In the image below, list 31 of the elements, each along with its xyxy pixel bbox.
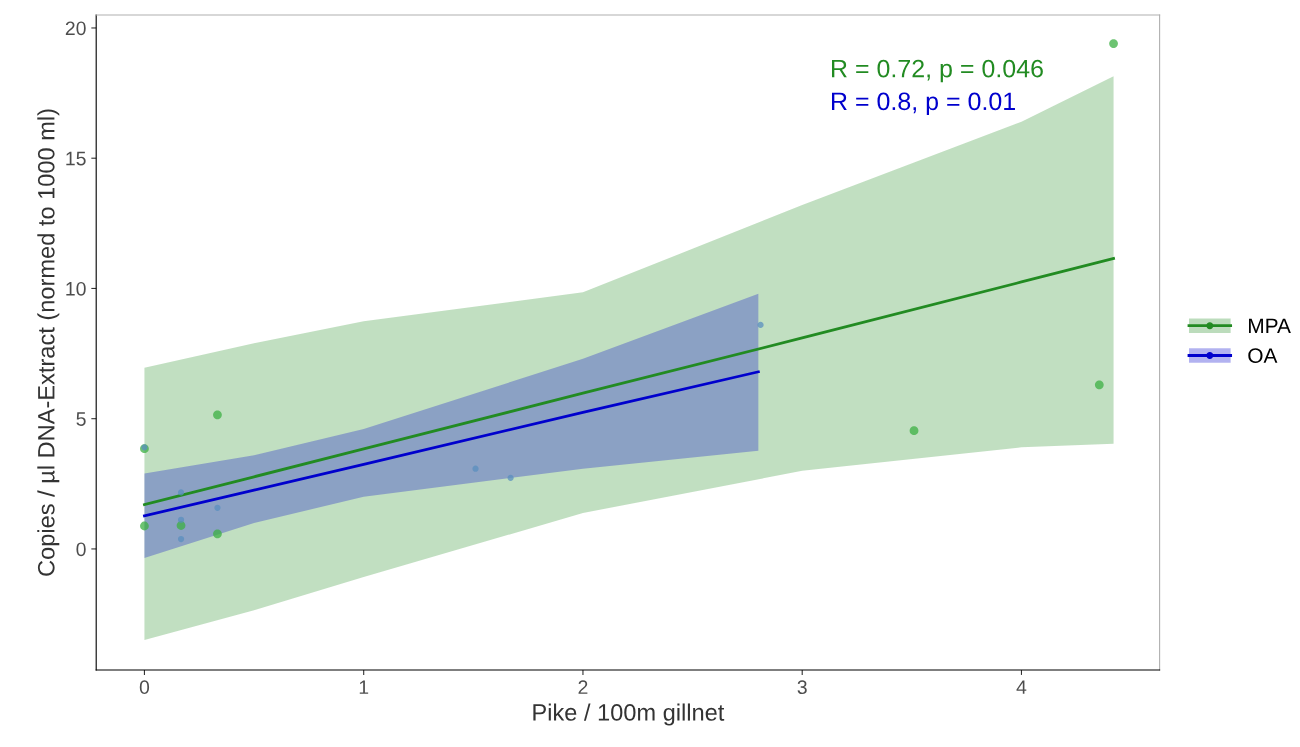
y-axis-title: Copies / µl DNA-Extract (normed to 1000 ml) (37, 109, 60, 576)
x-tick-label: 0 (139, 680, 150, 695)
line-series (143, 257, 1115, 507)
x-axis-title: Pike / 100m gillnet (533, 703, 725, 726)
point (1094, 380, 1104, 390)
point (1109, 39, 1118, 48)
legend-label: MPA (1249, 318, 1291, 333)
x-tick-label: 1 (359, 680, 369, 694)
point (757, 321, 764, 329)
y-tick-label: 10 (66, 281, 86, 296)
y-tick-label: 20 (65, 21, 86, 36)
line-series (143, 370, 760, 518)
point (177, 535, 185, 543)
point (140, 521, 149, 531)
point (909, 426, 919, 436)
annotation: R = 0.72, p = 0.046 (832, 59, 1043, 83)
point (177, 516, 185, 523)
point (213, 410, 222, 420)
point (472, 465, 479, 472)
x-tick-label: 3 (797, 680, 807, 695)
legend-label: OA (1248, 348, 1278, 364)
y-tick-label: 5 (76, 412, 86, 426)
point (213, 529, 222, 539)
point (507, 474, 514, 481)
y-tick-label: 15 (66, 151, 86, 166)
x-tick-label: 4 (1016, 680, 1027, 694)
point (214, 504, 221, 511)
point (177, 489, 185, 496)
y-tick-label: 0 (76, 542, 86, 557)
annotation: R = 0.8, p = 0.01 (832, 92, 1015, 116)
x-tick-label: 2 (578, 680, 588, 694)
